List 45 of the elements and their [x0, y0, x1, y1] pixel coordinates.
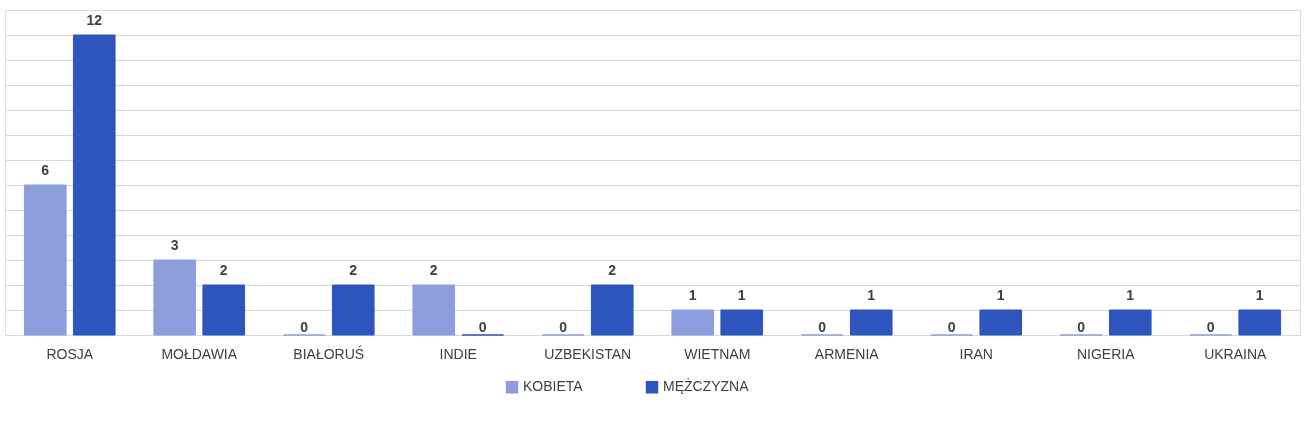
x-tick-label: UZBEKISTAN — [544, 345, 632, 362]
data-label: 0 — [559, 319, 568, 335]
bar — [412, 284, 456, 336]
legend-label: MĘŻCZYZNA — [663, 377, 750, 395]
data-label: 3 — [170, 237, 179, 253]
bar — [671, 309, 715, 336]
legend-label: KOBIETA — [523, 378, 584, 395]
data-label: 1 — [867, 287, 876, 303]
data-label: 1 — [1255, 287, 1264, 303]
data-label: 1 — [1126, 287, 1135, 303]
bar — [1108, 309, 1152, 336]
x-tick-label: WIETNAM — [684, 345, 751, 362]
x-tick-label: IRAN — [959, 345, 993, 362]
data-label: 0 — [478, 319, 487, 335]
bar — [1238, 309, 1282, 336]
data-label: 0 — [1077, 319, 1086, 335]
data-label: 1 — [737, 287, 746, 303]
data-label: 2 — [608, 262, 617, 278]
bar — [153, 259, 197, 336]
x-tick-label: ROSJA — [46, 345, 94, 362]
x-tick-label: ARMENIA — [814, 345, 880, 362]
data-label: 2 — [219, 262, 228, 278]
x-tick-label: NIGERIA — [1076, 345, 1136, 362]
data-label: 0 — [1206, 319, 1215, 335]
bar — [23, 184, 67, 336]
bar — [720, 309, 764, 336]
x-tick-label: INDIE — [439, 345, 477, 362]
data-label: 0 — [300, 319, 309, 335]
data-label: 2 — [429, 262, 438, 278]
bar — [590, 284, 634, 336]
data-label: 1 — [688, 287, 697, 303]
bar — [202, 284, 246, 336]
bar — [72, 34, 116, 336]
data-label: 12 — [86, 12, 103, 28]
bar — [331, 284, 375, 336]
data-label: 1 — [996, 287, 1005, 303]
data-label: 0 — [818, 319, 827, 335]
data-label: 2 — [349, 262, 358, 278]
bar — [979, 309, 1023, 336]
x-tick-label: MOŁDAWIA — [161, 345, 238, 362]
x-tick-label: UKRAINA — [1204, 345, 1268, 362]
x-tick-label: BIAŁORUŚ — [293, 344, 365, 362]
data-label: 6 — [41, 162, 50, 178]
data-label: 0 — [947, 319, 956, 335]
bar — [849, 309, 893, 336]
